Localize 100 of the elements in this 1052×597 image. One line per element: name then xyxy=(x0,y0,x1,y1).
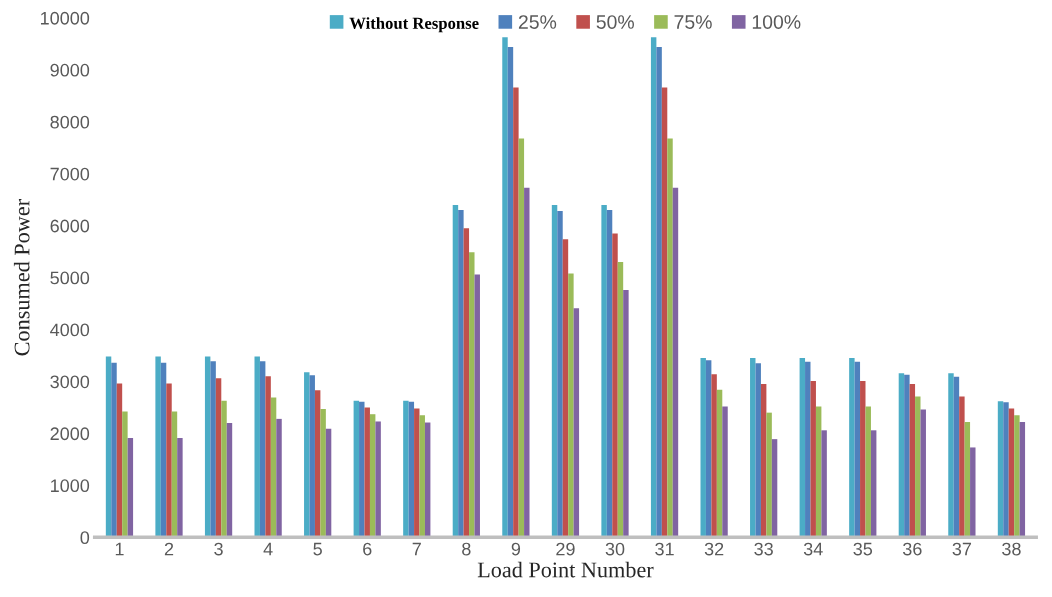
bar xyxy=(414,408,420,538)
y-tick-label: 9000 xyxy=(50,63,90,77)
y-tick-label: 7000 xyxy=(50,167,90,181)
bar xyxy=(254,356,260,538)
bar xyxy=(750,358,756,538)
bar xyxy=(821,430,827,538)
y-tick-label: 10000 xyxy=(40,11,90,25)
y-tick-label: 0 xyxy=(80,531,90,545)
bar xyxy=(325,428,332,538)
bar xyxy=(1014,415,1020,538)
bar xyxy=(1008,408,1015,538)
bar xyxy=(320,409,326,538)
x-tick-label: 35 xyxy=(853,542,873,556)
bar xyxy=(474,274,480,538)
bar xyxy=(815,406,822,538)
legend-label: 50% xyxy=(596,15,634,29)
bar xyxy=(606,210,613,538)
bar xyxy=(617,262,624,538)
bar xyxy=(215,378,222,538)
bar xyxy=(755,363,761,538)
y-axis-title: Consumed Power xyxy=(13,199,30,356)
bar xyxy=(904,374,910,538)
x-tick-label: 30 xyxy=(605,542,625,556)
bar xyxy=(557,211,563,538)
y-tick-label: 6000 xyxy=(50,219,90,233)
bar xyxy=(854,361,861,538)
bar xyxy=(424,422,431,538)
bar xyxy=(276,418,282,538)
bar xyxy=(661,87,668,538)
bar xyxy=(419,415,425,538)
bar xyxy=(667,138,673,538)
x-tick-label: 3 xyxy=(214,542,223,556)
bar xyxy=(177,438,183,538)
bar xyxy=(1019,422,1026,538)
bar xyxy=(849,358,855,538)
bar xyxy=(970,447,976,538)
bar xyxy=(270,397,277,538)
bar xyxy=(369,414,376,538)
bar xyxy=(502,37,508,538)
bar xyxy=(463,228,470,538)
bar xyxy=(865,406,871,538)
bar xyxy=(760,384,767,538)
bar xyxy=(105,356,112,538)
x-tick-label: 37 xyxy=(952,542,972,556)
bar xyxy=(650,37,657,538)
bar xyxy=(226,423,233,538)
x-axis-title: Load Point Number xyxy=(477,561,654,578)
x-tick-label: 33 xyxy=(754,542,773,556)
bar xyxy=(805,361,811,538)
bar xyxy=(1003,402,1009,538)
bar xyxy=(309,375,315,538)
bar xyxy=(573,308,580,538)
bar xyxy=(997,401,1004,538)
bar xyxy=(452,204,459,538)
bar xyxy=(458,210,464,538)
bar xyxy=(314,390,321,538)
x-tick-label: 29 xyxy=(556,542,575,556)
y-tick-label: 8000 xyxy=(50,115,90,129)
bar xyxy=(953,376,960,538)
bar xyxy=(722,406,728,538)
x-tick-label: 36 xyxy=(902,542,922,556)
bar xyxy=(469,252,475,538)
bar xyxy=(612,233,618,538)
bar xyxy=(353,400,360,538)
x-tick-label: 5 xyxy=(313,542,322,556)
bar xyxy=(364,407,370,538)
bar xyxy=(898,373,905,538)
bar xyxy=(359,401,365,538)
bar xyxy=(116,383,123,538)
y-tick-label: 1000 xyxy=(51,479,90,493)
x-tick-label: 2 xyxy=(164,542,174,556)
x-tick-label: 4 xyxy=(263,542,273,556)
x-tick-label: 8 xyxy=(462,542,471,556)
bar xyxy=(111,362,117,538)
x-tick-label: 34 xyxy=(803,542,823,556)
bar xyxy=(810,380,816,538)
bar xyxy=(155,356,161,538)
bar xyxy=(920,409,926,538)
bar xyxy=(705,360,712,538)
bar xyxy=(408,401,415,538)
x-tick-label: 1 xyxy=(115,542,124,556)
x-tick-label: 7 xyxy=(412,542,421,556)
bar xyxy=(771,439,778,538)
bar xyxy=(166,383,172,538)
bar xyxy=(259,361,266,538)
bar xyxy=(513,87,519,538)
bar xyxy=(518,138,525,538)
bar xyxy=(160,362,167,538)
bar xyxy=(656,47,662,538)
bar xyxy=(507,47,514,538)
bar xyxy=(221,400,227,538)
y-tick-label: 5000 xyxy=(50,271,90,285)
bar xyxy=(959,396,965,538)
bar xyxy=(568,273,574,538)
y-tick-label: 3000 xyxy=(50,375,90,389)
bar xyxy=(766,412,772,538)
bar xyxy=(265,376,271,538)
legend-label: 100% xyxy=(752,15,801,29)
legend-label: 25% xyxy=(518,15,557,29)
y-tick-label: 4000 xyxy=(50,323,90,337)
